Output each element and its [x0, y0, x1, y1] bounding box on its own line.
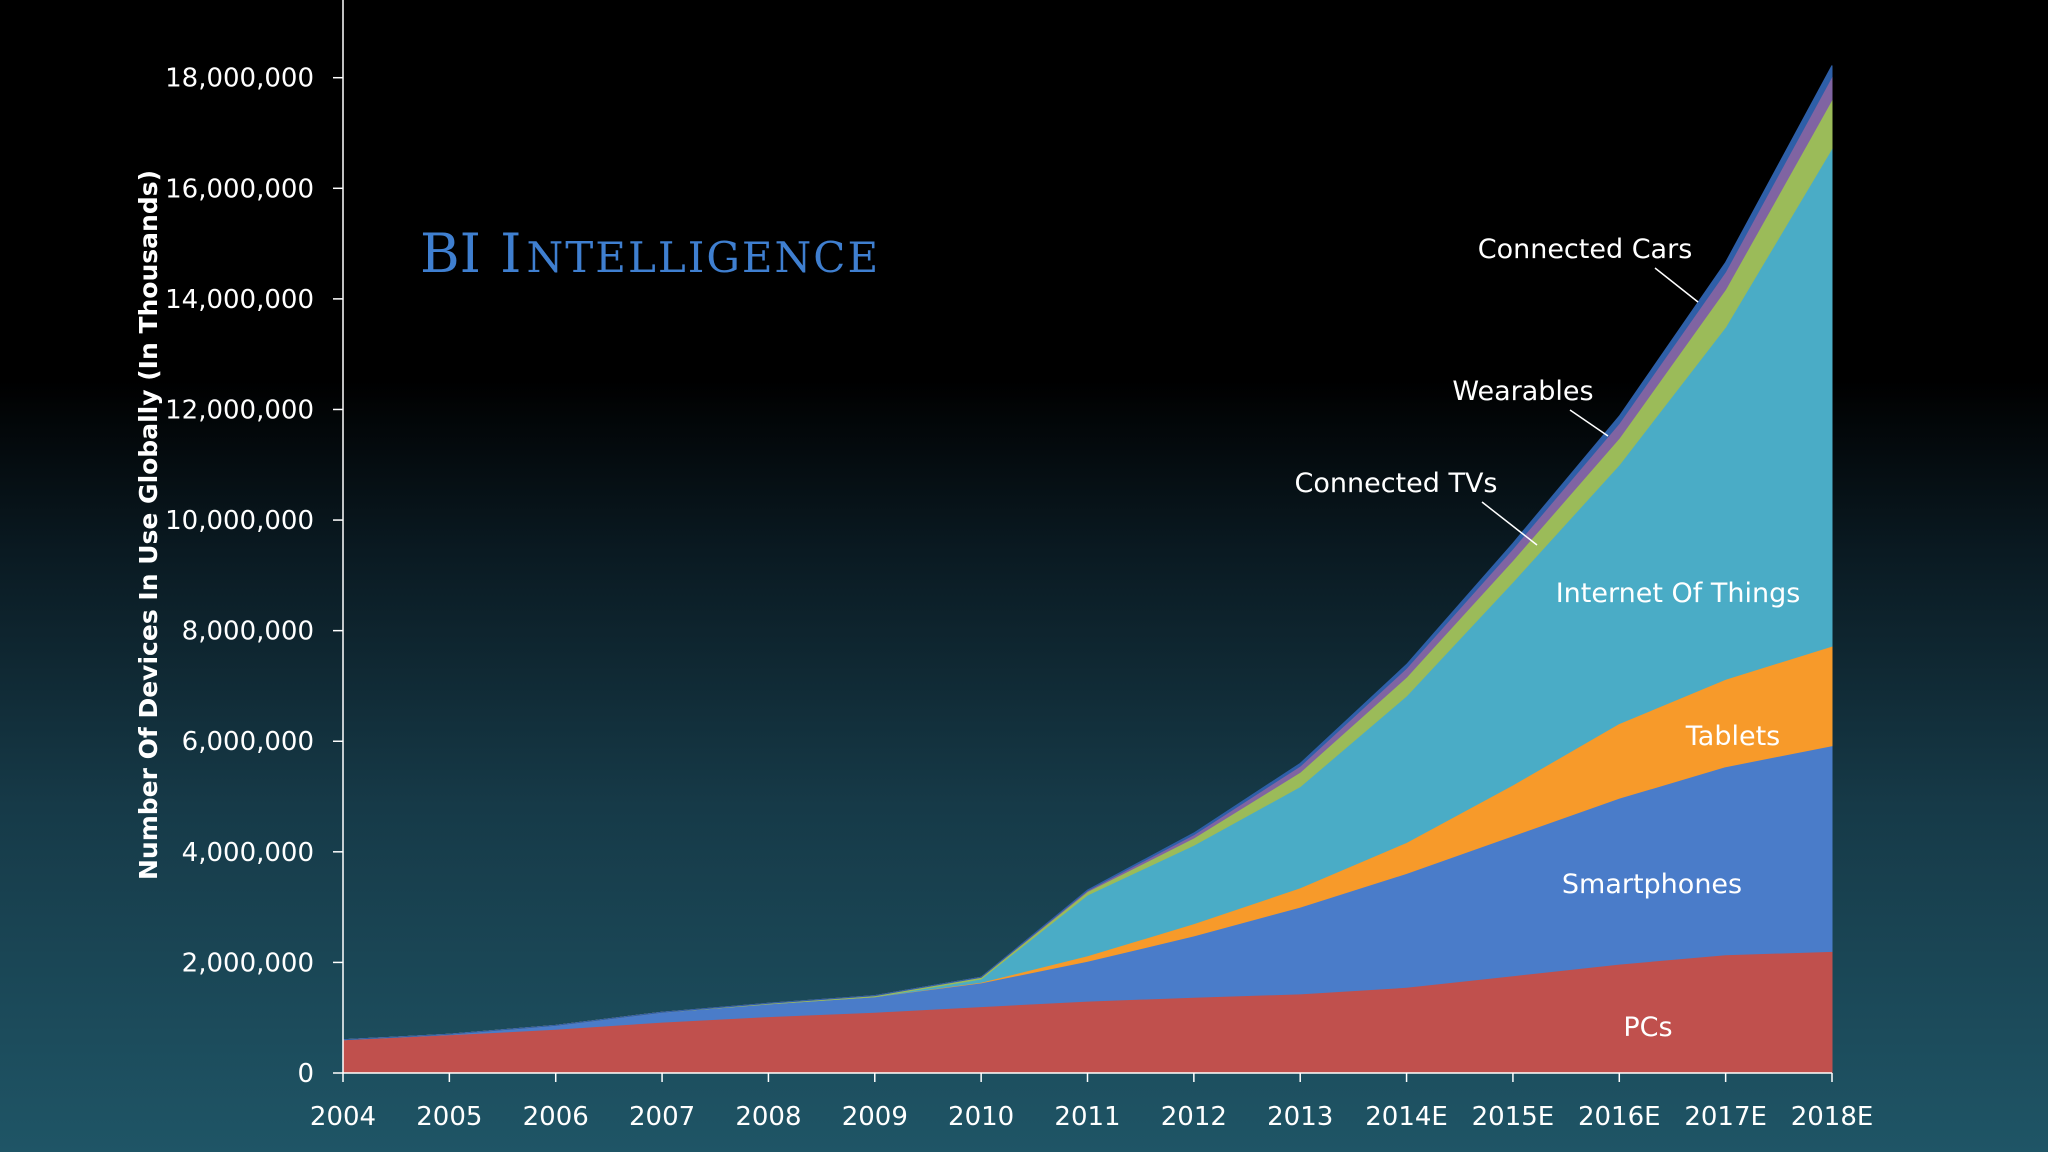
label-smartphones: Smartphones [1562, 869, 1742, 900]
x-tick-label: 2017E [1684, 1102, 1767, 1132]
y-tick-label: 16,000,000 [165, 174, 314, 204]
label-pcs: PCs [1623, 1012, 1672, 1043]
label-connected-tvs: Connected TVs [1294, 468, 1497, 499]
x-tick-label: 2012 [1161, 1102, 1227, 1132]
brand-small: NTELLIGENCE [527, 233, 881, 282]
x-tick-label: 2014E [1365, 1102, 1448, 1132]
label-connected-cars: Connected Cars [1478, 234, 1693, 265]
y-tick-label: 0 [297, 1059, 314, 1089]
label-wearables: Wearables [1452, 376, 1593, 407]
series-annotations: Connected Cars Wearables Connected TVs Inte… [1294, 234, 1800, 1043]
x-tick-label: 2007 [629, 1102, 695, 1132]
y-tick-label: 4,000,000 [182, 838, 314, 868]
brand-big-1: BI [420, 222, 481, 285]
y-tick-label: 6,000,000 [182, 727, 314, 757]
y-tick-label: 10,000,000 [165, 506, 314, 536]
x-tick-label: 2008 [735, 1102, 801, 1132]
y-tick-label: 18,000,000 [165, 64, 314, 94]
x-tick-label: 2010 [948, 1102, 1014, 1132]
area-connected-cars [342, 65, 1833, 1041]
label-internet-of-things: Internet Of Things [1556, 578, 1801, 609]
y-tick-label: 8,000,000 [182, 617, 314, 647]
x-tick-label: 2011 [1054, 1102, 1120, 1132]
leader-line-connected-cars [1654, 267, 1699, 303]
x-tick-label: 2013 [1267, 1102, 1333, 1132]
x-tick-label: 2006 [523, 1102, 589, 1132]
x-tick-labels: 2004 2005 2006 2007 2008 2009 2010 2011 2012 2013… [310, 1073, 1873, 1132]
y-tick-label: 14,000,000 [165, 285, 314, 315]
brand-big-2: I [500, 222, 521, 285]
brand-logo: BI I NTELLIGENCE [420, 222, 880, 285]
y-tick-label: 2,000,000 [182, 948, 314, 978]
y-tick-labels: 0 2,000,000 4,000,000 6,000,000 8,000,000 10,… [165, 64, 343, 1089]
y-axis-title: Number Of Devices In Use Globally (In Th… [134, 170, 163, 880]
leader-line-wearables [1569, 409, 1609, 437]
x-tick-label: 2018E [1791, 1102, 1874, 1132]
label-tablets: Tablets [1685, 721, 1780, 752]
x-tick-label: 2005 [416, 1102, 482, 1132]
area-series-group [342, 65, 1833, 1074]
leader-line-connected-tvs [1481, 501, 1538, 546]
x-tick-label: 2016E [1578, 1102, 1661, 1132]
x-tick-label: 2004 [310, 1102, 376, 1132]
x-tick-label: 2009 [842, 1102, 908, 1132]
x-tick-label: 2015E [1472, 1102, 1555, 1132]
y-tick-label: 12,000,000 [165, 395, 314, 425]
